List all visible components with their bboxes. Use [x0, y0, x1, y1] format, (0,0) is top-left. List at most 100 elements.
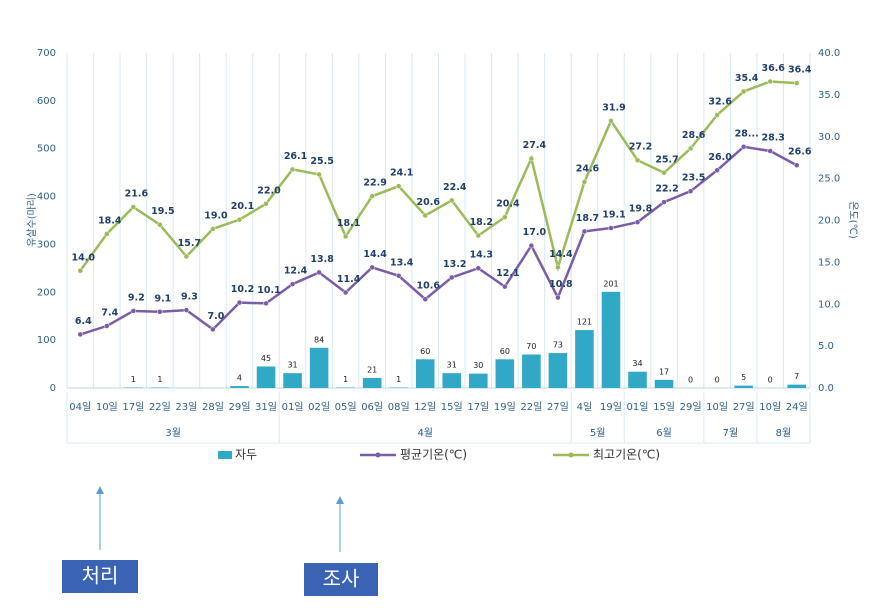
- data-label: 15.7: [178, 238, 201, 249]
- bar-label: 1: [396, 375, 401, 384]
- point: [263, 300, 269, 307]
- point: [608, 118, 614, 124]
- x-tick-label: 23일: [175, 401, 197, 413]
- bar-label: 60: [500, 347, 510, 356]
- x-tick-label: 15일: [441, 401, 463, 413]
- x-tick-label: 28일: [202, 401, 224, 413]
- bar-label: 31: [287, 361, 297, 370]
- data-label: 25.7: [655, 154, 678, 165]
- data-label: 22.2: [655, 184, 678, 195]
- y-tick-label: 600: [37, 96, 56, 107]
- data-label: 10.2: [231, 284, 254, 295]
- y2-tick-label: 5.0: [818, 341, 834, 352]
- x-tick-label: 04일: [69, 401, 91, 413]
- x-tick-label: 06일: [361, 401, 383, 413]
- x-tick-label: 01일: [282, 401, 304, 413]
- data-label: 25.5: [310, 156, 333, 167]
- annotation: 조사: [323, 567, 360, 591]
- bar-label: 70: [526, 342, 536, 351]
- point: [581, 228, 588, 235]
- bar-label: 121: [577, 318, 592, 327]
- data-label: 13.8: [310, 254, 334, 265]
- bar-label: 73: [553, 341, 563, 350]
- point: [740, 88, 747, 95]
- x-tick-label: 27일: [547, 401, 569, 413]
- bar-label: 30: [473, 361, 483, 370]
- bar: [442, 373, 462, 388]
- point: [395, 183, 402, 189]
- legend-label: 평균기온(℃): [400, 448, 467, 462]
- point: [104, 231, 110, 237]
- annotation: 처리: [82, 564, 119, 588]
- bar: [628, 371, 647, 388]
- bar: [230, 386, 249, 388]
- arrow-head: [336, 496, 344, 504]
- bar: [415, 359, 435, 388]
- point: [661, 199, 667, 205]
- bar-label: 201: [603, 279, 618, 288]
- legend-swatch: [375, 452, 381, 458]
- data-label: 13.4: [390, 257, 414, 268]
- point: [130, 204, 137, 210]
- data-label: 14.3: [470, 250, 493, 261]
- point: [183, 307, 190, 313]
- point: [502, 283, 508, 290]
- bar-label: 31: [447, 361, 457, 370]
- bar-label: 84: [314, 335, 324, 344]
- data-label: 12.1: [496, 268, 519, 279]
- data-label: 6.4: [75, 316, 92, 327]
- data-label: 19.8: [629, 204, 653, 215]
- bar: [787, 384, 807, 388]
- data-label: 22.9: [363, 178, 386, 189]
- point: [687, 188, 694, 194]
- x-tick-label: 10일: [96, 401, 118, 413]
- bar: [548, 353, 568, 388]
- point: [449, 274, 455, 281]
- data-label: 19.1: [602, 210, 625, 221]
- group-label: 8월: [776, 427, 792, 439]
- point: [104, 323, 110, 329]
- y-tick-label: 200: [37, 287, 56, 298]
- data-label: 14.4: [549, 249, 573, 260]
- point: [661, 170, 667, 176]
- point: [77, 331, 84, 338]
- data-label: 20.6: [417, 197, 441, 208]
- x-tick-label: 27일: [733, 401, 755, 413]
- point: [528, 155, 535, 162]
- point: [449, 197, 455, 204]
- data-label: 27.4: [523, 140, 547, 151]
- data-label: 26.0: [708, 152, 732, 163]
- point: [369, 193, 375, 199]
- point: [236, 216, 243, 223]
- x-tick-label: 15일: [653, 401, 675, 413]
- group-label: 4월: [417, 427, 433, 439]
- data-label: 11.4: [337, 274, 361, 285]
- data-label: 18.2: [470, 217, 493, 228]
- bar: [495, 359, 515, 388]
- data-label: 36.4: [788, 65, 812, 76]
- bar-label: 1: [131, 375, 136, 384]
- y-tick-label: 400: [37, 192, 56, 203]
- group-label: 5월: [590, 427, 606, 439]
- bar-label: 45: [261, 354, 271, 363]
- bar-label: 21: [367, 365, 377, 374]
- data-label: 7.4: [101, 308, 118, 319]
- y-tick-label: 0: [50, 383, 56, 394]
- bar-label: 0: [688, 376, 693, 385]
- data-label: 9.3: [181, 292, 198, 303]
- data-label: 20.4: [496, 199, 520, 210]
- point: [767, 78, 773, 85]
- x-tick-label: 01일: [627, 401, 649, 413]
- y2-tick-label: 30.0: [818, 132, 840, 143]
- y2-tick-label: 10.0: [818, 299, 840, 310]
- point: [263, 201, 269, 207]
- x-tick-label: 17일: [122, 401, 144, 413]
- group-label: 7월: [723, 427, 739, 439]
- bar-label: 0: [768, 376, 773, 385]
- line: [79, 145, 798, 336]
- x-tick-label: 12일: [414, 401, 436, 413]
- arrow-head: [96, 486, 104, 494]
- point: [130, 308, 137, 314]
- point: [289, 166, 296, 173]
